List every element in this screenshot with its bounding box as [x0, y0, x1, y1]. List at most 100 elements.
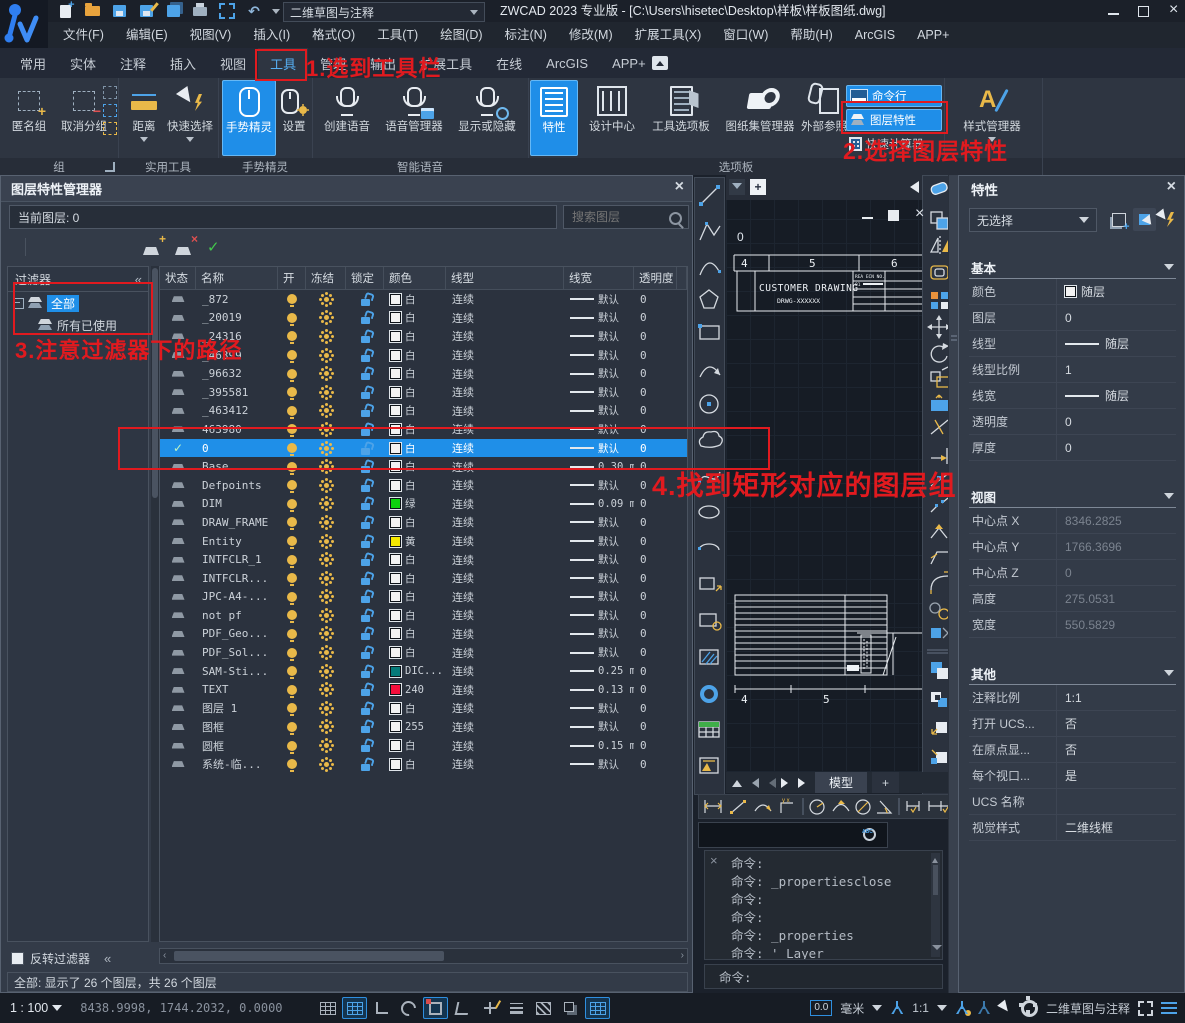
- abc-search-icon[interactable]: [861, 826, 879, 844]
- chevron-down-icon[interactable]: [872, 1005, 883, 1016]
- property-value[interactable]: 二维线框: [1065, 821, 1114, 835]
- layer-linetype[interactable]: 连续: [452, 627, 474, 641]
- color-swatch[interactable]: [389, 515, 402, 529]
- layer-lineweight[interactable]: 默认: [598, 386, 619, 399]
- layer-transparency[interactable]: 0: [640, 534, 647, 548]
- command-window[interactable]: × 命令: 命令: _propertiesclose 命令: 命令: 命令: _prop…: [704, 850, 943, 960]
- layer-on-icon[interactable]: [287, 368, 297, 382]
- color-swatch[interactable]: [389, 292, 402, 306]
- layer-lineweight[interactable]: 默认: [598, 702, 619, 715]
- palette-grip[interactable]: [948, 175, 959, 993]
- layer-lock-icon[interactable]: [360, 484, 370, 492]
- layer-linetype[interactable]: 连续: [452, 497, 474, 511]
- osnap-toggle[interactable]: [423, 997, 448, 1019]
- menu-item[interactable]: 标注(N): [504, 28, 547, 42]
- save-button[interactable]: [110, 3, 128, 19]
- property-value[interactable]: 随层: [1057, 335, 1176, 352]
- color-swatch[interactable]: [389, 497, 402, 511]
- layer-on-icon[interactable]: [287, 554, 297, 568]
- layer-freeze-icon[interactable]: [323, 631, 329, 637]
- dialog-launcher-icon[interactable]: [105, 162, 115, 172]
- layer-lineweight[interactable]: 默认: [598, 293, 619, 306]
- color-swatch[interactable]: [389, 367, 402, 381]
- layer-linetype[interactable]: 连续: [452, 330, 474, 344]
- color-swatch[interactable]: [389, 534, 402, 548]
- property-value[interactable]: 随层: [1057, 387, 1176, 404]
- new-file-button[interactable]: [56, 0, 75, 19]
- save-all-button[interactable]: [164, 3, 182, 19]
- layer-lineweight[interactable]: 默认: [598, 368, 619, 381]
- property-row[interactable]: 注释比例 1:1: [969, 685, 1176, 711]
- dimension-toolbar[interactable]: y x: [698, 794, 956, 819]
- layer-lineweight[interactable]: 默认: [598, 591, 619, 604]
- layer-lock-icon[interactable]: [360, 503, 370, 511]
- layer-transparency[interactable]: 0: [640, 664, 647, 678]
- anonymous-group-button[interactable]: 匿名组: [4, 80, 54, 156]
- layer-on-icon[interactable]: [287, 461, 297, 475]
- layer-linetype[interactable]: 连续: [452, 479, 474, 493]
- layer-on-icon[interactable]: [287, 591, 297, 605]
- layer-lock-icon[interactable]: [360, 726, 370, 734]
- property-row[interactable]: 线型比例 1: [969, 357, 1176, 383]
- workspace-label[interactable]: 二维草图与注释: [1045, 1001, 1130, 1016]
- layer-freeze-icon[interactable]: [323, 352, 329, 358]
- property-value[interactable]: 8346.2825: [1065, 513, 1122, 528]
- layer-row[interactable]: Base 白 连续 0.30 mm 0: [160, 457, 687, 476]
- layer-linetype[interactable]: 连续: [452, 609, 474, 623]
- layer-lineweight[interactable]: 默认: [598, 330, 619, 343]
- doc-close-icon[interactable]: [913, 205, 927, 223]
- ribbon-tab[interactable]: 常用: [20, 56, 47, 72]
- layer-row[interactable]: 圆框 白 连续 0.15 mm 0: [160, 736, 687, 755]
- filter-item-all-used[interactable]: 所有已使用: [8, 314, 148, 336]
- layer-row[interactable]: _24316 白 连续 默认 0: [160, 327, 687, 346]
- column-header[interactable]: 名称: [196, 267, 278, 289]
- layer-linetype[interactable]: 连续: [452, 739, 474, 753]
- horizontal-scrollbar[interactable]: ‹ ›: [159, 948, 688, 964]
- property-row[interactable]: 中心点 Z 0: [969, 560, 1176, 586]
- layer-row[interactable]: PDF_Geo... 白 连续 默认 0: [160, 624, 687, 644]
- layer-row[interactable]: _46399 白 连续 默认 0: [160, 345, 687, 365]
- close-icon[interactable]: ×: [674, 178, 684, 195]
- layer-freeze-icon[interactable]: [323, 315, 329, 321]
- layer-row[interactable]: not pf 白 连续 默认 0: [160, 606, 687, 625]
- layer-on-icon[interactable]: [287, 350, 297, 364]
- layer-transparency[interactable]: 0: [640, 460, 647, 474]
- layer-freeze-icon[interactable]: [323, 612, 329, 618]
- color-swatch[interactable]: [389, 460, 402, 474]
- isodraft-toggle[interactable]: [585, 997, 610, 1019]
- delete-layer-button[interactable]: ×: [175, 232, 198, 255]
- property-row[interactable]: 厚度 0: [969, 435, 1176, 461]
- layer-on-icon[interactable]: [287, 312, 297, 326]
- column-header[interactable]: 冻结: [306, 267, 346, 289]
- property-row[interactable]: 图层 0: [969, 305, 1176, 331]
- tree-collapse-icon[interactable]: [13, 297, 24, 309]
- snap-toggle[interactable]: [342, 997, 367, 1019]
- group-edit-icon[interactable]: [103, 86, 117, 99]
- layer-freeze-icon[interactable]: [323, 519, 329, 525]
- layer-lock-icon[interactable]: [360, 335, 370, 343]
- layer-on-icon[interactable]: [287, 666, 297, 680]
- voice-manager-button[interactable]: 语音管理器: [378, 80, 450, 156]
- layer-lock-icon[interactable]: [360, 596, 370, 604]
- color-swatch[interactable]: [389, 757, 402, 771]
- layer-linetype[interactable]: 连续: [452, 367, 474, 381]
- property-row[interactable]: 打开 UCS... 否: [969, 711, 1176, 737]
- property-row[interactable]: 线型 随层: [969, 331, 1176, 357]
- layer-linetype[interactable]: 连续: [452, 516, 474, 530]
- ribbon-tab[interactable]: APP+: [612, 55, 646, 71]
- property-value[interactable]: 否: [1065, 743, 1078, 757]
- ribbon-tab[interactable]: 视图: [220, 56, 247, 72]
- layer-lock-icon[interactable]: [360, 521, 370, 529]
- collapse-chevrons-icon[interactable]: [135, 272, 141, 287]
- layer-row[interactable]: _96632 白 连续 默认 0: [160, 364, 687, 383]
- hamburger-menu-icon[interactable]: [1161, 1002, 1177, 1004]
- otrack-toggle[interactable]: [450, 997, 475, 1019]
- ribbon-tab[interactable]: 输出: [370, 56, 397, 72]
- annotation-scale[interactable]: 1:1: [912, 1001, 929, 1015]
- property-value[interactable]: 随层: [1057, 283, 1176, 300]
- layer-freeze-icon[interactable]: [323, 296, 329, 302]
- layer-linetype[interactable]: 连续: [452, 553, 474, 567]
- layer-lineweight[interactable]: 默认: [598, 423, 619, 436]
- layout-menu-icon[interactable]: [732, 775, 742, 787]
- print-button[interactable]: [191, 2, 209, 19]
